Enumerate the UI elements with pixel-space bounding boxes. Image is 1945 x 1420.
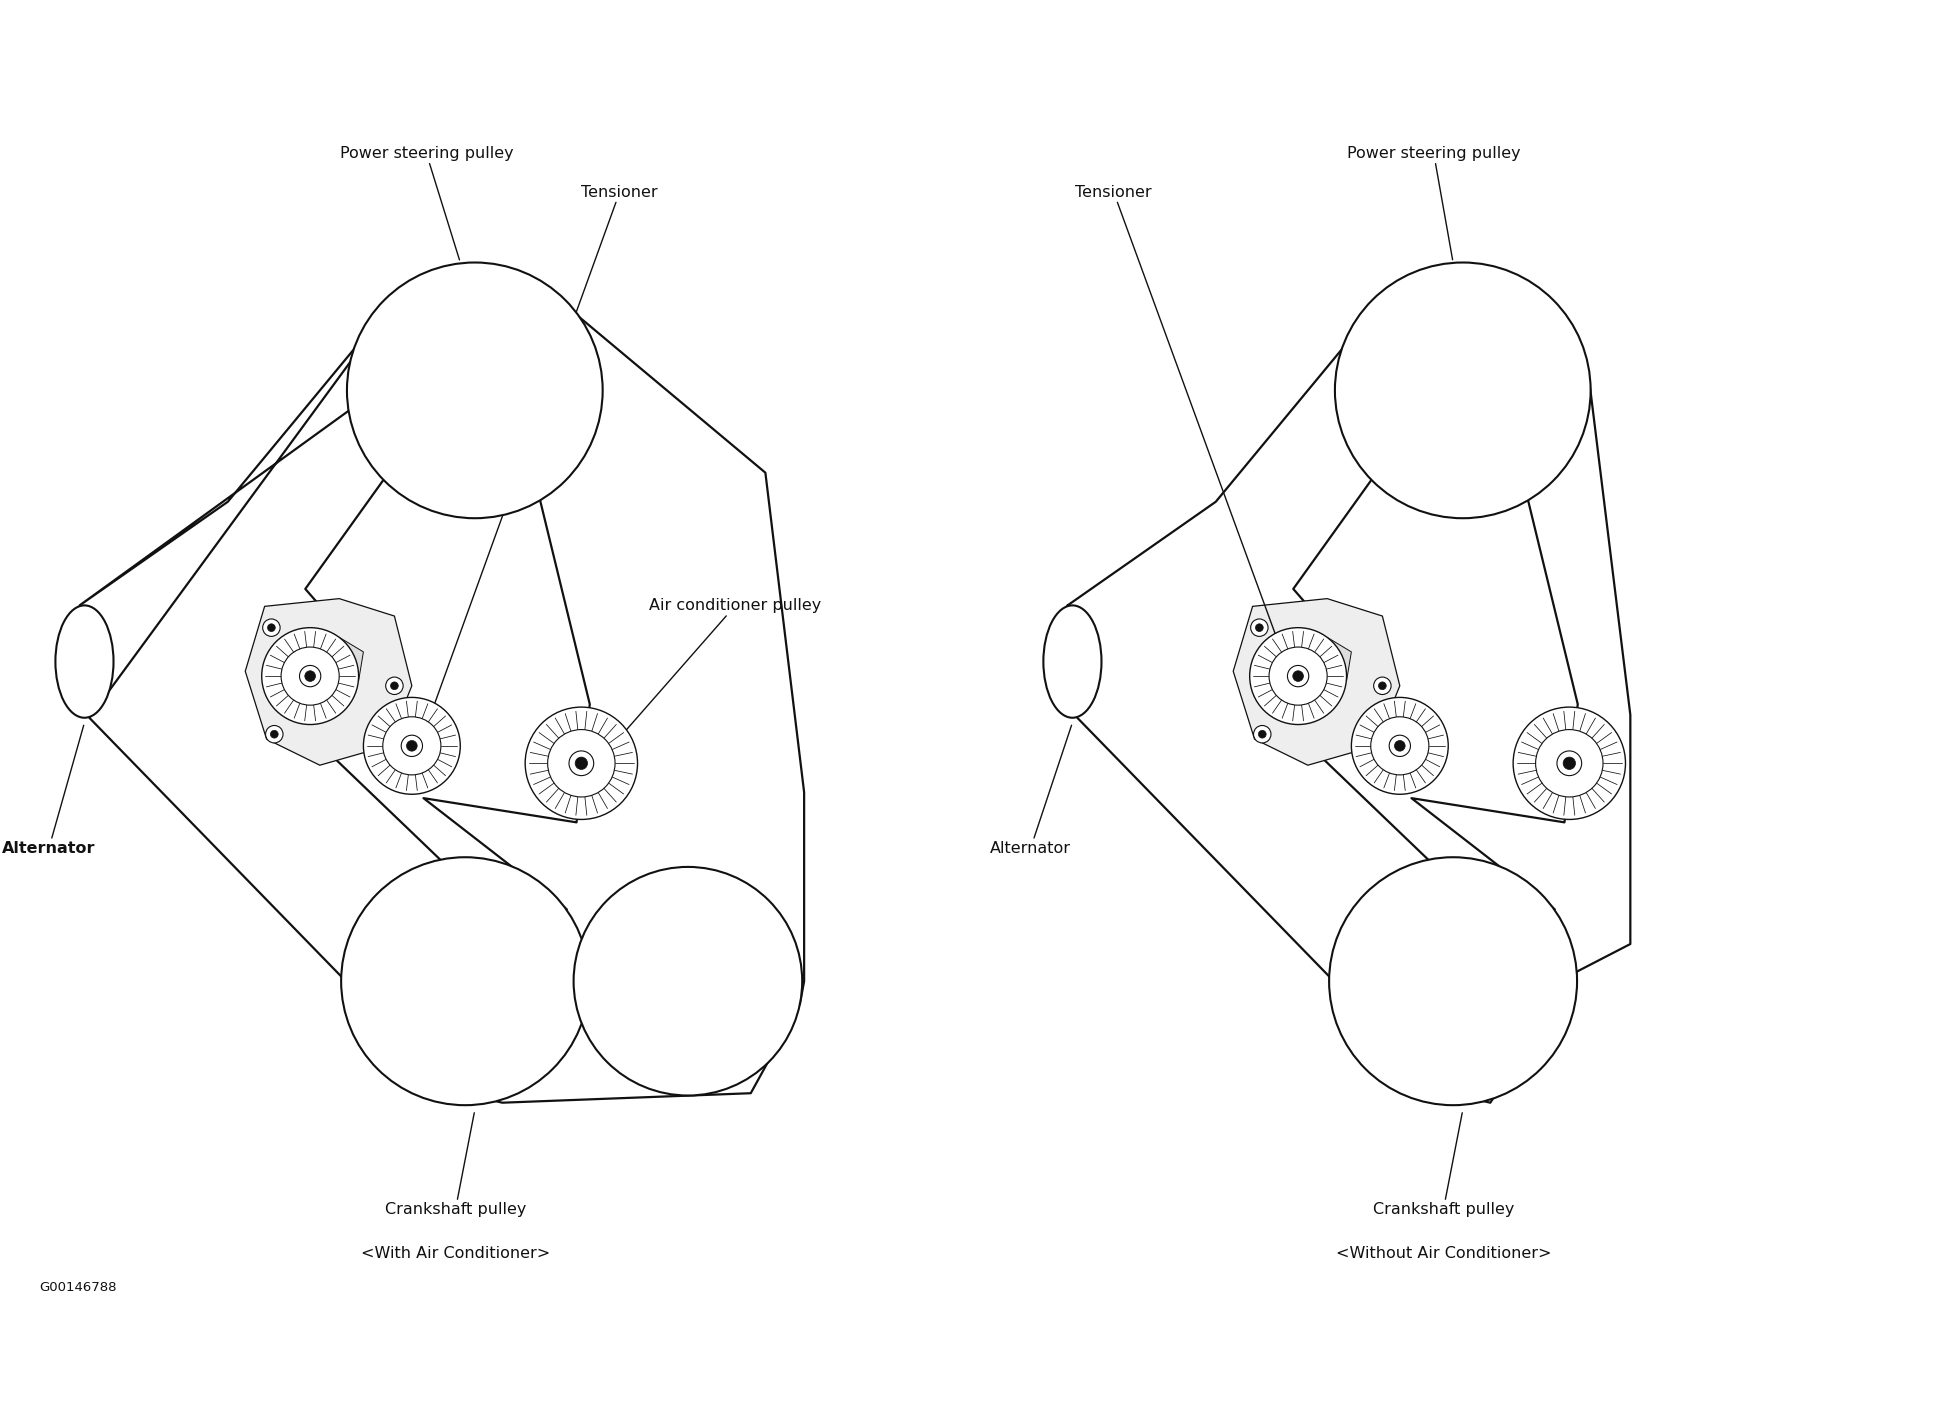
Circle shape xyxy=(1395,740,1404,751)
Text: Air conditioner pulley: Air conditioner pulley xyxy=(607,598,821,751)
Circle shape xyxy=(331,660,354,683)
Circle shape xyxy=(1255,623,1262,632)
Circle shape xyxy=(268,623,276,632)
Circle shape xyxy=(1288,666,1309,687)
Text: <With Air Conditioner>: <With Air Conditioner> xyxy=(362,1245,550,1261)
Circle shape xyxy=(1564,757,1575,770)
Circle shape xyxy=(270,730,278,738)
Polygon shape xyxy=(245,599,412,765)
Circle shape xyxy=(1556,751,1581,775)
Circle shape xyxy=(1334,263,1591,518)
Circle shape xyxy=(576,757,587,770)
Circle shape xyxy=(1258,730,1266,738)
Circle shape xyxy=(548,730,615,797)
Circle shape xyxy=(574,868,801,1095)
Circle shape xyxy=(525,707,638,819)
Polygon shape xyxy=(1233,599,1400,765)
Text: Tensioner: Tensioner xyxy=(428,185,657,724)
Circle shape xyxy=(305,670,315,682)
Circle shape xyxy=(266,726,284,743)
Circle shape xyxy=(1389,736,1410,757)
Circle shape xyxy=(1373,677,1391,694)
Circle shape xyxy=(263,619,280,636)
Text: Power steering pulley: Power steering pulley xyxy=(340,146,513,260)
Text: Alternator: Alternator xyxy=(2,726,95,856)
Circle shape xyxy=(282,648,338,706)
Circle shape xyxy=(1379,682,1387,690)
Circle shape xyxy=(1251,619,1268,636)
Text: Tensioner: Tensioner xyxy=(1076,185,1282,655)
Circle shape xyxy=(1537,730,1603,797)
Circle shape xyxy=(340,858,589,1105)
Circle shape xyxy=(300,666,321,687)
Circle shape xyxy=(1251,628,1346,724)
Circle shape xyxy=(346,263,603,518)
Circle shape xyxy=(1268,648,1326,706)
Circle shape xyxy=(383,717,442,775)
Polygon shape xyxy=(309,638,364,690)
Circle shape xyxy=(570,751,593,775)
Circle shape xyxy=(263,628,358,724)
Ellipse shape xyxy=(54,605,113,717)
Circle shape xyxy=(407,740,416,751)
Circle shape xyxy=(1371,717,1430,775)
Circle shape xyxy=(1352,697,1449,794)
Text: Alternator: Alternator xyxy=(990,726,1072,856)
Circle shape xyxy=(1293,670,1303,682)
Text: <Without Air Conditioner>: <Without Air Conditioner> xyxy=(1336,1245,1552,1261)
Text: Crankshaft pulley: Crankshaft pulley xyxy=(1373,1113,1513,1217)
Text: Power steering pulley: Power steering pulley xyxy=(1346,146,1521,260)
Circle shape xyxy=(1255,726,1270,743)
Circle shape xyxy=(1513,707,1626,819)
Text: Crankshaft pulley: Crankshaft pulley xyxy=(385,1113,525,1217)
Polygon shape xyxy=(1297,638,1352,690)
Circle shape xyxy=(385,677,403,694)
Circle shape xyxy=(364,697,461,794)
Circle shape xyxy=(391,682,399,690)
Ellipse shape xyxy=(1043,605,1101,717)
Text: G00146788: G00146788 xyxy=(39,1281,117,1295)
Circle shape xyxy=(401,736,422,757)
Circle shape xyxy=(1319,660,1342,683)
Circle shape xyxy=(1328,858,1577,1105)
